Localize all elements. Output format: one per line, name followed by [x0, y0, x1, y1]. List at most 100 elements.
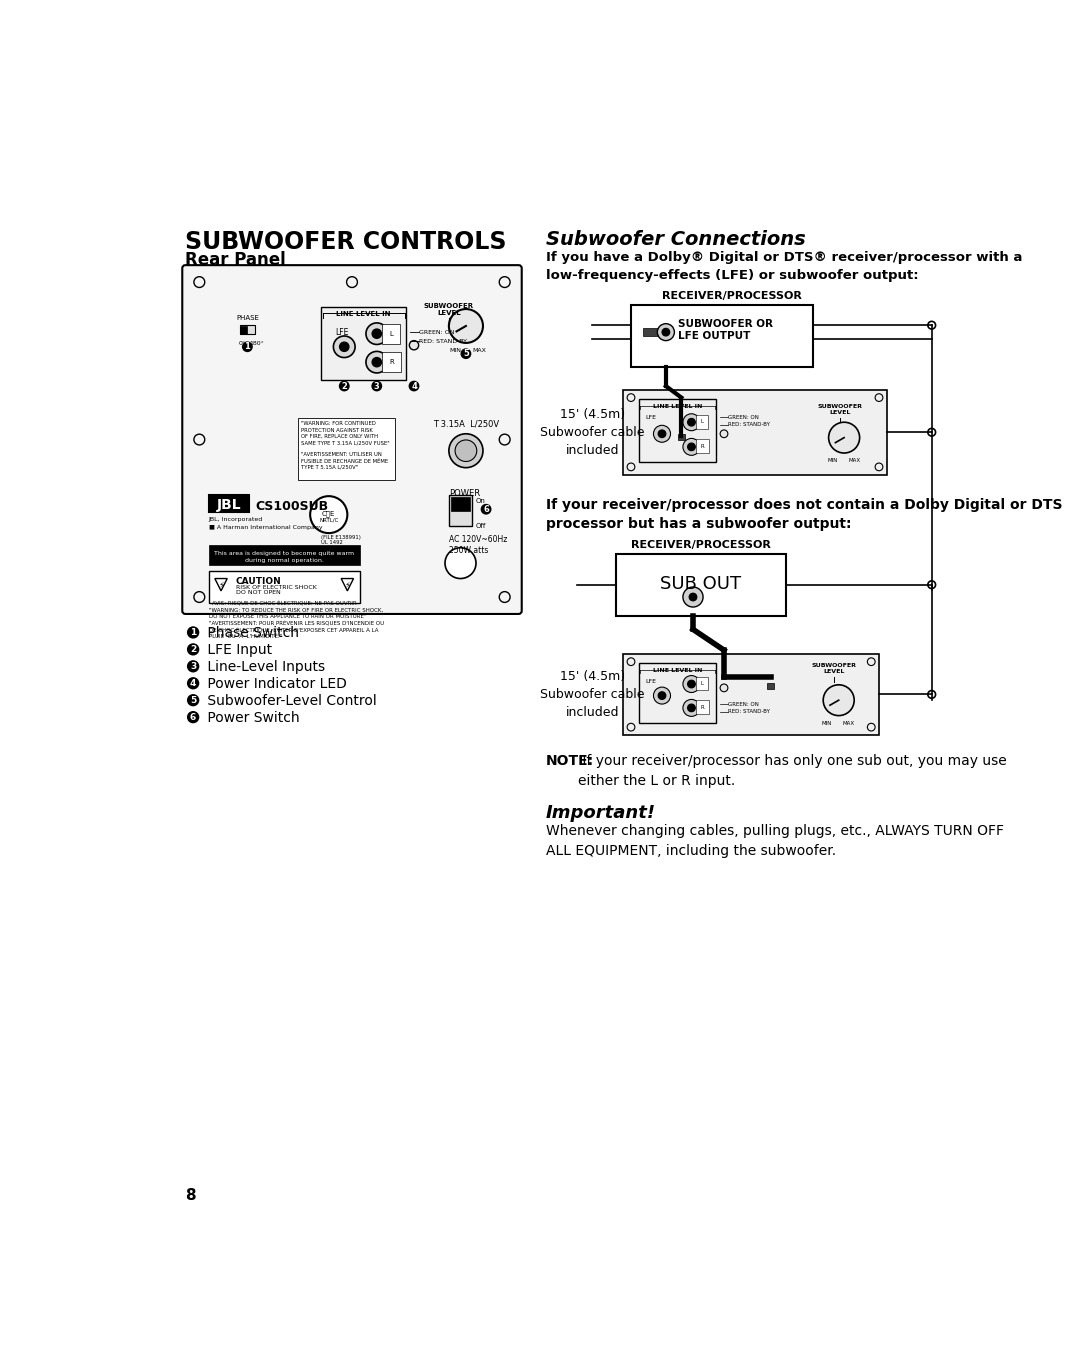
- Text: "AVERTISSEMENT: POUR PRÉVENIR LES RISQUES D'INCENDIE OU
DE CHOC ÉLECTRIQUE, ÉVIT: "AVERTISSEMENT: POUR PRÉVENIR LES RISQUE…: [208, 620, 383, 639]
- Text: Rear Panel: Rear Panel: [186, 251, 286, 268]
- Circle shape: [627, 394, 635, 401]
- Circle shape: [372, 381, 382, 392]
- Text: L: L: [701, 680, 704, 686]
- Text: 0°: 0°: [239, 341, 246, 345]
- Circle shape: [689, 593, 697, 601]
- Bar: [240, 326, 255, 334]
- Text: "WARNING: FOR CONTINUED
PROTECTION AGAINST RISK
OF FIRE, REPLACE ONLY WITH
SAME : "WARNING: FOR CONTINUED PROTECTION AGAIN…: [301, 422, 390, 445]
- Circle shape: [194, 591, 205, 602]
- Circle shape: [449, 434, 483, 468]
- Text: 1: 1: [190, 628, 197, 637]
- Bar: [321, 307, 406, 379]
- Text: RISK OF ELECTRIC SHOCK
DO NOT OPEN: RISK OF ELECTRIC SHOCK DO NOT OPEN: [235, 585, 316, 596]
- Circle shape: [720, 684, 728, 691]
- Text: 5: 5: [463, 349, 469, 359]
- Circle shape: [683, 438, 700, 456]
- Text: RED: STAND-BY: RED: STAND-BY: [419, 340, 468, 344]
- Text: MIN: MIN: [827, 459, 837, 464]
- Text: LFE: LFE: [335, 329, 349, 337]
- Text: If your receiver/processor does not contain a Dolby Digital or DTS
processor but: If your receiver/processor does not cont…: [545, 498, 1063, 531]
- Text: JBL, Incorporated: JBL, Incorporated: [208, 517, 262, 522]
- Circle shape: [662, 329, 670, 335]
- Bar: [677, 434, 685, 439]
- Text: R: R: [701, 444, 704, 449]
- Circle shape: [347, 277, 357, 287]
- Circle shape: [187, 660, 200, 672]
- Circle shape: [683, 587, 703, 606]
- Text: 5: 5: [190, 695, 197, 705]
- Text: MAX: MAX: [842, 721, 854, 726]
- Text: R: R: [701, 705, 704, 709]
- Bar: [631, 305, 813, 367]
- Circle shape: [683, 675, 700, 693]
- Bar: [638, 400, 716, 463]
- Bar: [623, 390, 887, 475]
- Text: POWER: POWER: [449, 489, 480, 498]
- Text: SUBWOOFER
LEVEL: SUBWOOFER LEVEL: [811, 663, 856, 674]
- Text: NOTE:: NOTE:: [545, 754, 594, 768]
- Circle shape: [683, 413, 700, 431]
- Text: CS100SUB: CS100SUB: [255, 500, 328, 513]
- Circle shape: [627, 723, 635, 731]
- Bar: [451, 497, 470, 511]
- Circle shape: [653, 426, 671, 442]
- Bar: [643, 329, 660, 335]
- Circle shape: [347, 591, 357, 602]
- Bar: [767, 683, 774, 690]
- Circle shape: [334, 335, 355, 357]
- Text: Power Indicator LED: Power Indicator LED: [203, 678, 347, 691]
- Circle shape: [445, 548, 476, 579]
- Circle shape: [867, 658, 875, 665]
- Text: JBL: JBL: [216, 498, 241, 512]
- Circle shape: [373, 329, 381, 338]
- Text: NRTL/C: NRTL/C: [319, 517, 338, 523]
- Text: GREEN: ON: GREEN: ON: [419, 330, 455, 335]
- Text: SUBWOOFER OR
LFE OUTPUT: SUBWOOFER OR LFE OUTPUT: [678, 319, 773, 341]
- Text: 4: 4: [190, 679, 197, 687]
- Bar: [208, 496, 248, 512]
- Circle shape: [449, 309, 483, 342]
- Text: SUB OUT: SUB OUT: [660, 575, 741, 593]
- Text: RED: STAND-BY: RED: STAND-BY: [728, 709, 770, 715]
- Text: 2: 2: [341, 382, 347, 390]
- Text: SUBWOOFER
LEVEL: SUBWOOFER LEVEL: [423, 303, 474, 316]
- Text: L: L: [389, 330, 393, 337]
- Circle shape: [658, 430, 666, 438]
- Text: This area is designed to become quite warm
during normal operation.: This area is designed to become quite wa…: [214, 552, 354, 563]
- Circle shape: [499, 591, 510, 602]
- Circle shape: [409, 341, 419, 350]
- Circle shape: [928, 690, 935, 698]
- Text: CAUTION: CAUTION: [235, 576, 282, 586]
- Circle shape: [688, 419, 696, 426]
- Circle shape: [828, 422, 860, 453]
- Text: R: R: [389, 359, 394, 366]
- Text: Subwoofer Connections: Subwoofer Connections: [545, 230, 806, 249]
- Circle shape: [683, 700, 700, 716]
- Bar: [241, 326, 247, 334]
- Text: LINE LEVEL IN: LINE LEVEL IN: [336, 311, 391, 316]
- Bar: [638, 663, 716, 723]
- Circle shape: [187, 694, 200, 706]
- Text: AC 120V~60Hz
250W atts: AC 120V~60Hz 250W atts: [449, 535, 508, 554]
- Text: SUBWOOFER CONTROLS: SUBWOOFER CONTROLS: [186, 230, 507, 253]
- Circle shape: [408, 381, 419, 392]
- Text: LINE LEVEL IN: LINE LEVEL IN: [652, 404, 702, 409]
- Circle shape: [187, 711, 200, 723]
- Text: RED: STAND-BY: RED: STAND-BY: [728, 422, 770, 427]
- Text: Off: Off: [475, 523, 486, 528]
- Circle shape: [460, 348, 471, 359]
- Text: MIN: MIN: [449, 348, 461, 353]
- Circle shape: [366, 323, 388, 345]
- Text: LFE Input: LFE Input: [203, 643, 272, 657]
- Text: LINE LEVEL IN: LINE LEVEL IN: [652, 668, 702, 672]
- Circle shape: [366, 352, 388, 372]
- Bar: [449, 496, 472, 526]
- Text: GREEN: ON: GREEN: ON: [728, 415, 759, 419]
- Circle shape: [339, 381, 350, 392]
- Circle shape: [720, 430, 728, 438]
- Circle shape: [242, 341, 253, 352]
- Text: ■ A Harman International Company: ■ A Harman International Company: [208, 524, 322, 530]
- Text: MAX: MAX: [849, 459, 861, 464]
- Circle shape: [928, 580, 935, 589]
- Circle shape: [194, 434, 205, 445]
